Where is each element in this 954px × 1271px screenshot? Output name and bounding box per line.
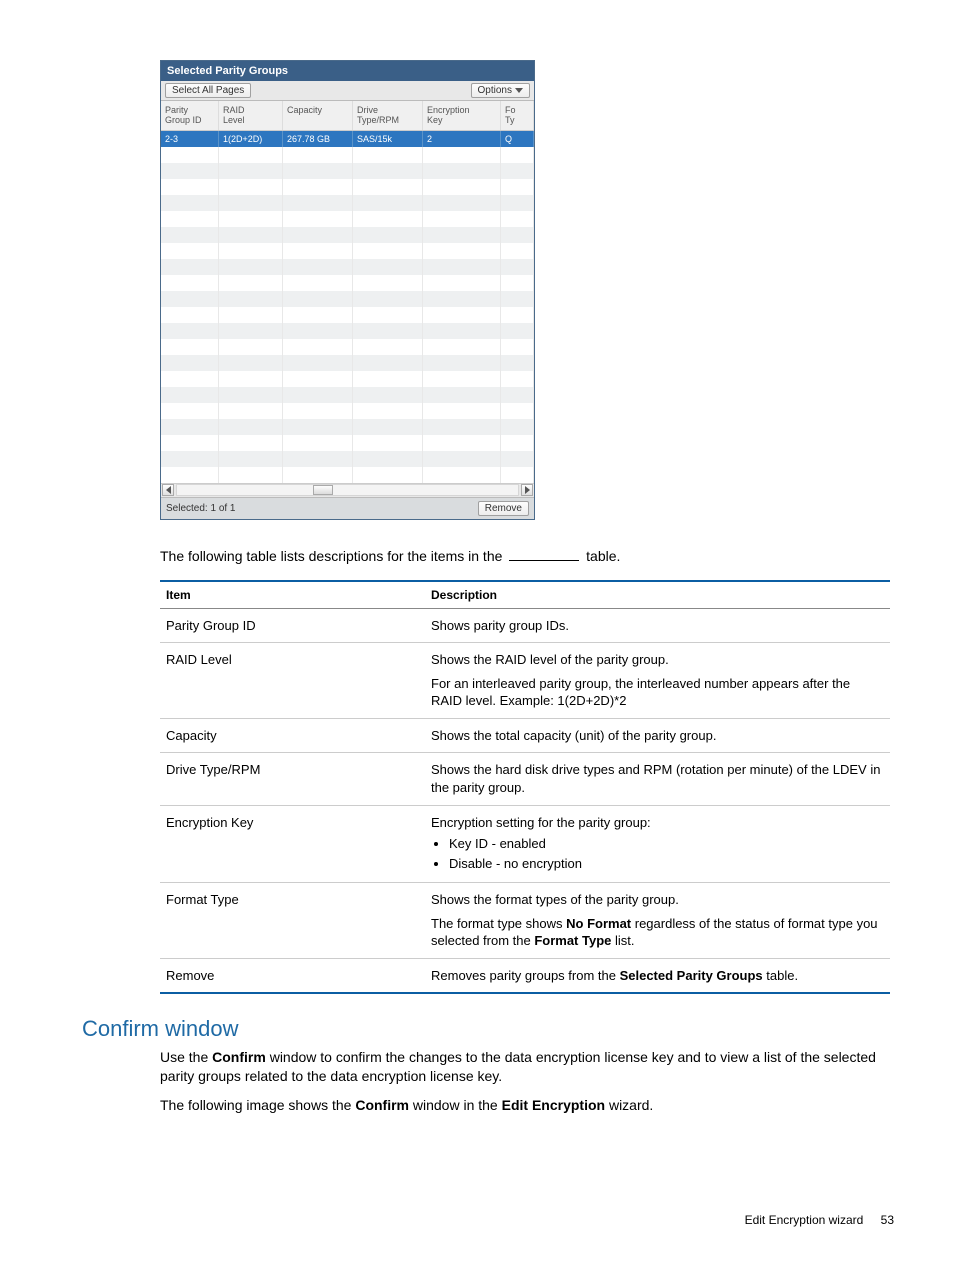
desc-header-description: Description — [425, 581, 890, 609]
confirm-window-body: Use the Confirm window to confirm the ch… — [160, 1048, 890, 1115]
cell-format-type: Q — [501, 131, 534, 147]
table-row[interactable] — [161, 227, 534, 243]
table-row[interactable] — [161, 371, 534, 387]
confirm-window-heading: Confirm window — [82, 1016, 894, 1042]
scroll-thumb[interactable] — [313, 485, 333, 495]
intro-before: The following table lists descriptions f… — [160, 548, 506, 564]
table-row[interactable] — [161, 339, 534, 355]
cell-parity-group-id: 2-3 — [161, 131, 219, 147]
desc-description: Shows the format types of the parity gro… — [425, 883, 890, 959]
table-row[interactable] — [161, 275, 534, 291]
desc-item: Parity Group ID — [160, 608, 425, 643]
table-row[interactable] — [161, 195, 534, 211]
horizontal-scrollbar[interactable] — [161, 483, 534, 497]
table-row[interactable] — [161, 147, 534, 163]
footer-text: Edit Encryption wizard — [745, 1213, 864, 1227]
desc-row: Format TypeShows the format types of the… — [160, 883, 890, 959]
panel-footer: Selected: 1 of 1 Remove — [161, 497, 534, 519]
selected-parity-groups-panel: Selected Parity Groups Select All Pages … — [160, 60, 535, 520]
panel-title: Selected Parity Groups — [161, 61, 534, 81]
table-row[interactable] — [161, 163, 534, 179]
page-footer: Edit Encryption wizard 53 — [745, 1213, 894, 1227]
chevron-down-icon — [515, 88, 523, 93]
col-drive-type[interactable]: DriveType/RPM — [353, 101, 423, 130]
desc-item: Capacity — [160, 718, 425, 753]
col-capacity[interactable]: Capacity — [283, 101, 353, 130]
table-row[interactable] — [161, 451, 534, 467]
col-encryption-key[interactable]: EncryptionKey — [423, 101, 501, 130]
table-row[interactable] — [161, 259, 534, 275]
desc-row: CapacityShows the total capacity (unit) … — [160, 718, 890, 753]
desc-item: Format Type — [160, 883, 425, 959]
table-body — [161, 147, 534, 483]
cell-encryption-key: 2 — [423, 131, 501, 147]
confirm-para-2: The following image shows the Confirm wi… — [160, 1096, 890, 1115]
table-row[interactable] — [161, 307, 534, 323]
desc-item: Remove — [160, 958, 425, 993]
desc-row: Drive Type/RPMShows the hard disk drive … — [160, 753, 890, 805]
chevron-right-icon — [525, 486, 530, 494]
remove-label: Remove — [485, 503, 522, 514]
scroll-track[interactable] — [176, 484, 519, 496]
cell-capacity: 267.78 GB — [283, 131, 353, 147]
confirm-para-1: Use the Confirm window to confirm the ch… — [160, 1048, 890, 1086]
desc-description: Shows the RAID level of the parity group… — [425, 643, 890, 719]
desc-description: Encryption setting for the parity group:… — [425, 805, 890, 883]
cell-drive-type: SAS/15k — [353, 131, 423, 147]
table-row[interactable] — [161, 355, 534, 371]
desc-description: Shows the total capacity (unit) of the p… — [425, 718, 890, 753]
select-all-pages-label: Select All Pages — [172, 85, 244, 96]
table-row[interactable] — [161, 419, 534, 435]
desc-row: Encryption KeyEncryption setting for the… — [160, 805, 890, 883]
desc-description: Shows the hard disk drive types and RPM … — [425, 753, 890, 805]
table-header-row: ParityGroup ID RAIDLevel Capacity DriveT… — [161, 101, 534, 131]
table-row-selected[interactable]: 2-3 1(2D+2D) 267.78 GB SAS/15k 2 Q — [161, 131, 534, 147]
desc-description: Removes parity groups from the Selected … — [425, 958, 890, 993]
table-row[interactable] — [161, 435, 534, 451]
panel-toolbar: Select All Pages Options — [161, 81, 534, 101]
desc-row: Parity Group IDShows parity group IDs. — [160, 608, 890, 643]
intro-text: The following table lists descriptions f… — [160, 548, 894, 564]
table-row[interactable] — [161, 403, 534, 419]
table-row[interactable] — [161, 291, 534, 307]
scroll-right-button[interactable] — [521, 484, 533, 496]
col-raid-level[interactable]: RAIDLevel — [219, 101, 283, 130]
page-number: 53 — [881, 1213, 894, 1227]
cell-raid-level: 1(2D+2D) — [219, 131, 283, 147]
desc-header-row: Item Description — [160, 581, 890, 609]
select-all-pages-button[interactable]: Select All Pages — [165, 83, 251, 98]
remove-button[interactable]: Remove — [478, 501, 529, 516]
table-row[interactable] — [161, 243, 534, 259]
table-row[interactable] — [161, 467, 534, 483]
desc-description: Shows parity group IDs. — [425, 608, 890, 643]
options-button[interactable]: Options — [471, 83, 530, 98]
desc-item: Drive Type/RPM — [160, 753, 425, 805]
blank-placeholder — [509, 560, 579, 561]
table-row[interactable] — [161, 387, 534, 403]
col-format-type[interactable]: FoTy — [501, 101, 534, 130]
desc-header-item: Item — [160, 581, 425, 609]
selected-count-text: Selected: 1 of 1 — [166, 503, 236, 514]
desc-item: RAID Level — [160, 643, 425, 719]
table-row[interactable] — [161, 179, 534, 195]
desc-item: Encryption Key — [160, 805, 425, 883]
description-table: Item Description Parity Group IDShows pa… — [160, 580, 890, 995]
table-row[interactable] — [161, 323, 534, 339]
desc-row: RAID LevelShows the RAID level of the pa… — [160, 643, 890, 719]
desc-row: RemoveRemoves parity groups from the Sel… — [160, 958, 890, 993]
chevron-left-icon — [166, 486, 171, 494]
options-label: Options — [478, 85, 512, 96]
scroll-left-button[interactable] — [162, 484, 174, 496]
table-row[interactable] — [161, 211, 534, 227]
intro-after: table. — [582, 548, 620, 564]
col-parity-group-id[interactable]: ParityGroup ID — [161, 101, 219, 130]
